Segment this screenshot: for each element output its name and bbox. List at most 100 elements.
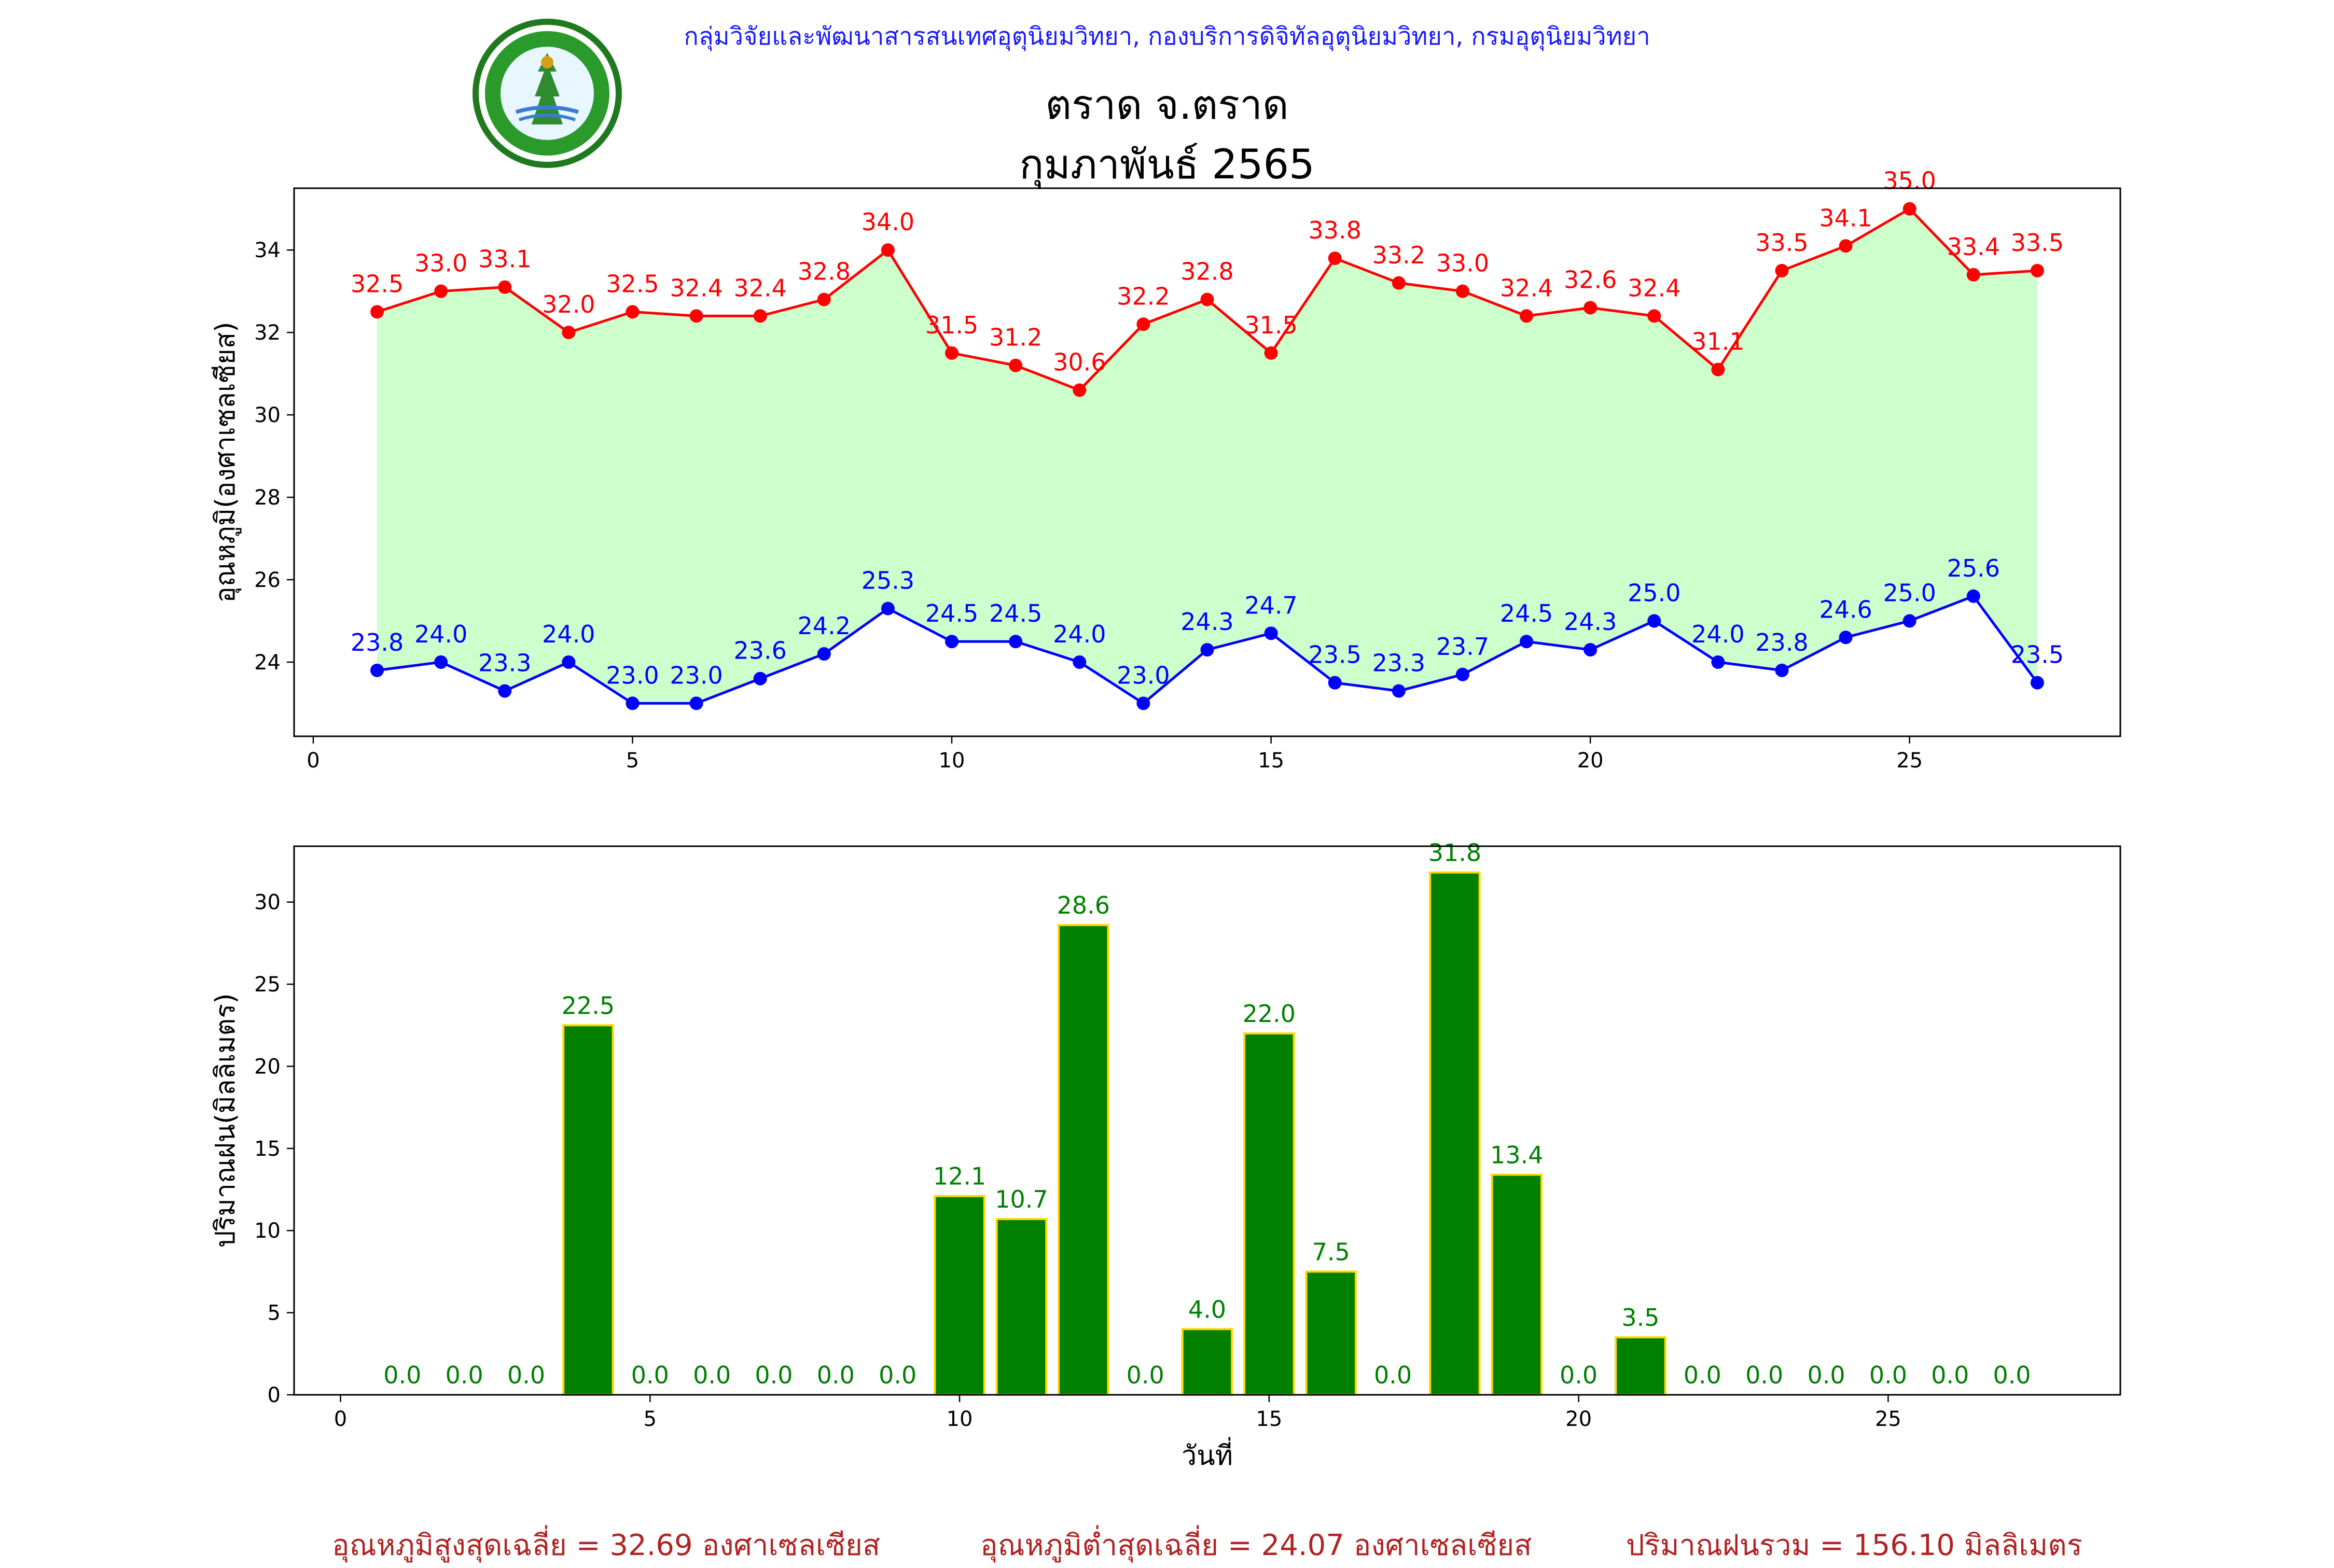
min-temp-value-label: 24.2: [798, 612, 851, 640]
min-temp-point: [1264, 626, 1278, 640]
temperature-range-fill: [377, 208, 2037, 704]
min-temp-value-label: 25.3: [862, 567, 914, 595]
max-temp-point: [498, 280, 512, 294]
min-temp-value-label: 24.0: [414, 620, 467, 648]
min-temp-point: [1520, 635, 1534, 649]
max-temp-value-label: 32.4: [1628, 274, 1680, 302]
rain-value-label: 0.0: [507, 1361, 545, 1389]
temperature-y-tick-label: 34: [254, 239, 281, 262]
min-temp-value-label: 23.0: [606, 661, 659, 689]
max-temp-value-label: 33.0: [1436, 249, 1489, 277]
rain-value-label: 0.0: [1560, 1361, 1597, 1389]
rainfall-x-tick-label: 20: [1565, 1407, 1592, 1431]
max-temp-value-label: 32.0: [542, 290, 595, 318]
min-temp-point: [434, 655, 448, 669]
max-temp-point: [434, 284, 448, 298]
min-temp-value-label: 23.8: [1755, 628, 1808, 656]
rain-value-label: 7.5: [1312, 1238, 1350, 1266]
min-temp-value-label: 23.0: [670, 661, 723, 689]
rainfall-axes-frame: [293, 845, 2121, 1396]
temperature-x-tick-label: 20: [1577, 749, 1604, 773]
rain-value-label: 4.0: [1188, 1295, 1226, 1323]
temperature-y-tick-label: 30: [254, 403, 281, 427]
rainfall-y-tick-label: 30: [254, 891, 281, 915]
max-temp-value-label: 32.5: [351, 270, 404, 298]
rainfall-x-tick-label: 5: [644, 1407, 657, 1431]
min-temp-point: [1455, 667, 1469, 681]
max-temp-point: [1009, 358, 1023, 372]
max-temp-point: [1264, 346, 1278, 360]
rain-value-label: 0.0: [817, 1361, 855, 1389]
temperature-y-tick-label: 28: [254, 486, 281, 510]
rain-bar: [562, 1024, 614, 1396]
min-temp-point: [1328, 676, 1342, 690]
min-temp-point: [753, 671, 767, 685]
max-temp-point: [689, 309, 703, 323]
min-temp-value-label: 24.5: [1500, 599, 1553, 627]
max-temp-point: [1966, 268, 1980, 282]
min-temp-point: [1775, 663, 1789, 677]
max-temp-point: [1136, 317, 1150, 331]
min-temp-point: [498, 684, 512, 698]
rainfall-plot: 0.0 0.0 0.0 22.5 0.0 0.0 0.0 0.0 0.0 12.1 10.7 28.6…: [210, 839, 2121, 1472]
chart-title-station: ตราด จ.ตราด: [1045, 82, 1289, 129]
max-temp-point: [1711, 362, 1725, 376]
min-temp-point: [562, 655, 576, 669]
summary-stats: อุณหภูมิสูงสุดเฉลี่ย = 32.69 องศาเซลเซีย…: [0, 1522, 2334, 1563]
rain-value-label: 13.4: [1490, 1141, 1543, 1169]
temperature-y-tick-label: 26: [254, 568, 281, 592]
rainfall-x-tick-label: 15: [1256, 1407, 1282, 1431]
min-temp-point: [689, 696, 703, 710]
rain-value-label: 10.7: [995, 1185, 1048, 1213]
max-temp-value-label: 30.6: [1053, 348, 1106, 376]
rain-bar: [995, 1218, 1048, 1396]
rain-bar: [934, 1195, 985, 1396]
agency-line: กลุ่มวิจัยและพัฒนาสารสนเทศอุตุนิยมวิทยา,…: [684, 22, 1650, 51]
rain-value-label: 0.0: [383, 1361, 421, 1389]
rainfall-y-tick-label: 10: [254, 1219, 281, 1243]
temperature-plot: 32.5 33.0 33.1 32.0 32.5 32.4 32.4 32.8 34.0 31.5…: [210, 167, 2121, 773]
temperature-x-tick-label: 15: [1258, 749, 1284, 773]
temperature-y-tick-label: 32: [254, 321, 281, 345]
min-temp-value-label: 23.5: [1309, 641, 1362, 669]
min-temp-point: [1647, 614, 1661, 628]
rain-value-label: 0.0: [693, 1361, 731, 1389]
max-temp-value-label: 33.8: [1309, 216, 1362, 244]
rain-value-label: 0.0: [631, 1361, 669, 1389]
rainfall-x-tick-label: 25: [1875, 1407, 1901, 1431]
max-temp-point: [1583, 301, 1597, 315]
max-temp-value-label: 31.5: [1244, 311, 1297, 339]
max-temp-point: [1647, 309, 1661, 323]
min-temp-point: [1073, 655, 1087, 669]
max-temp-point: [1455, 284, 1469, 298]
rain-value-label: 28.6: [1057, 891, 1110, 919]
max-temp-value-label: 35.0: [1883, 167, 1936, 195]
max-temp-value-label: 31.5: [925, 311, 978, 339]
rainfall-y-tick-label: 25: [254, 973, 281, 997]
temperature-x-tick-label: 25: [1896, 749, 1923, 773]
max-temp-value-label: 32.4: [734, 274, 787, 302]
rain-value-label: 0.0: [755, 1361, 793, 1389]
min-temp-point: [881, 601, 895, 615]
max-temp-point: [2030, 263, 2044, 277]
min-temp-value-label: 25.6: [1947, 554, 2000, 582]
rainfall-y-axis-label: ปริมาณฝน(มิลลิเมตร): [210, 993, 241, 1248]
max-temp-value-label: 33.0: [414, 249, 467, 277]
min-temp-point: [1711, 655, 1725, 669]
max-temp-point: [1775, 263, 1789, 277]
temperature-y-tick-label: 24: [254, 651, 281, 675]
max-temp-point: [817, 292, 831, 306]
min-temp-value-label: 23.3: [478, 649, 531, 677]
min-temp-value-label: 25.0: [1883, 579, 1936, 607]
temperature-x-tick-label: 0: [307, 749, 319, 773]
max-temp-value-label: 32.2: [1117, 282, 1170, 310]
rain-value-label: 0.0: [1931, 1361, 1969, 1389]
total-rain-text: ปริมาณฝนรวม = 156.10 มิลลิเมตร: [1626, 1529, 2082, 1562]
min-temp-point: [1902, 614, 1916, 628]
min-temp-value-label: 24.5: [925, 599, 978, 627]
rain-bar: [1181, 1328, 1233, 1396]
max-temp-value-label: 33.5: [1755, 229, 1808, 257]
rain-value-label: 0.0: [1127, 1361, 1164, 1389]
rain-value-label: 0.0: [1807, 1361, 1845, 1389]
rain-value-label: 22.0: [1243, 1000, 1296, 1028]
